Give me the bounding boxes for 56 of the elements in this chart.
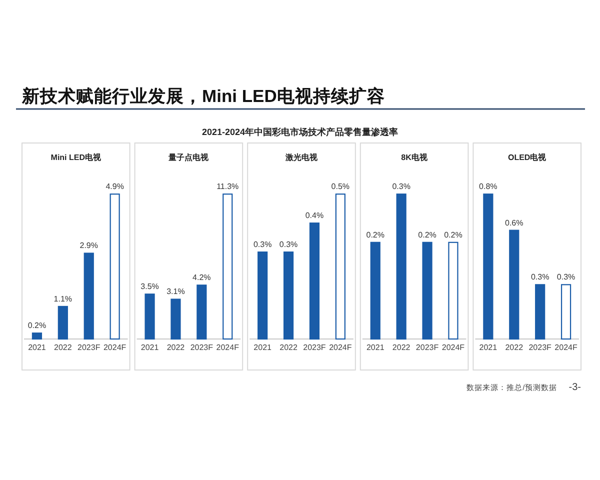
x-tick-label: 2024F [554, 343, 578, 352]
data-label: 2.9% [80, 241, 98, 250]
bar [196, 284, 207, 340]
data-label: 3.5% [140, 282, 159, 292]
bar [110, 194, 120, 340]
data-label: 0.5% [331, 182, 350, 192]
bar [58, 306, 68, 340]
text: -3- [568, 382, 581, 393]
chart-title: OLED电视 [508, 153, 548, 162]
data-label: 1.1% [54, 294, 72, 304]
x-tick-label: 2023F [190, 343, 214, 352]
bar [144, 294, 155, 340]
data-label: 0.3% [392, 182, 410, 192]
data-label: 0.2% [366, 230, 384, 240]
data-label: 4.9% [106, 182, 124, 192]
data-label: 0.3% [279, 240, 298, 250]
data-label: 0.6% [505, 218, 524, 228]
x-tick-label: 2024F [216, 343, 240, 352]
data-label: 3.1% [166, 287, 185, 296]
data-label: 11.3% [216, 182, 239, 192]
bar [170, 298, 181, 340]
chart-title: 激光电视 [284, 153, 318, 162]
data-label: 0.4% [305, 211, 324, 220]
x-tick-label: 2023F [528, 343, 552, 352]
x-tick-label: 2021 [479, 343, 498, 352]
bar [84, 252, 94, 340]
x-tick-label: 2021 [366, 343, 385, 352]
data-label: 0.3% [556, 272, 576, 282]
data-label: 0.2% [28, 321, 46, 330]
x-tick-label: 2023F [303, 343, 326, 352]
x-tick-label: 2023F [78, 343, 100, 352]
data-label: 0.2% [418, 230, 436, 240]
bar [222, 194, 233, 340]
x-tick-label: 2021 [140, 343, 160, 352]
data-label: 0.2% [444, 230, 462, 240]
chart-title: 8K电视 [401, 153, 428, 162]
x-tick-label: 2022 [166, 343, 186, 352]
x-tick-label: 2022 [280, 343, 298, 352]
x-tick-label: 2021 [28, 343, 46, 352]
x-tick-label: 2022 [54, 343, 72, 352]
text: 新技术赋能行业发展，Mini LED电视持续扩容 [21, 86, 385, 106]
data-label: 0.3% [530, 272, 550, 282]
data-label: 4.2% [192, 273, 211, 282]
x-tick-label: 2024F [442, 343, 465, 352]
x-tick-label: 2024F [329, 343, 352, 352]
text: 2021-2024年中国彩电市场技术产品零售量渗透率 [202, 127, 398, 137]
chart-title: Mini LED电视 [50, 153, 102, 162]
x-tick-label: 2024F [103, 343, 126, 352]
x-tick-label: 2021 [254, 343, 272, 352]
x-tick-label: 2022 [505, 343, 524, 352]
data-label: 0.3% [253, 240, 272, 250]
chart-title: 量子点电视 [168, 153, 210, 162]
data-label: 0.8% [479, 182, 498, 192]
x-tick-label: 2022 [392, 343, 411, 352]
x-tick-label: 2023F [416, 343, 439, 352]
bar [32, 332, 42, 340]
